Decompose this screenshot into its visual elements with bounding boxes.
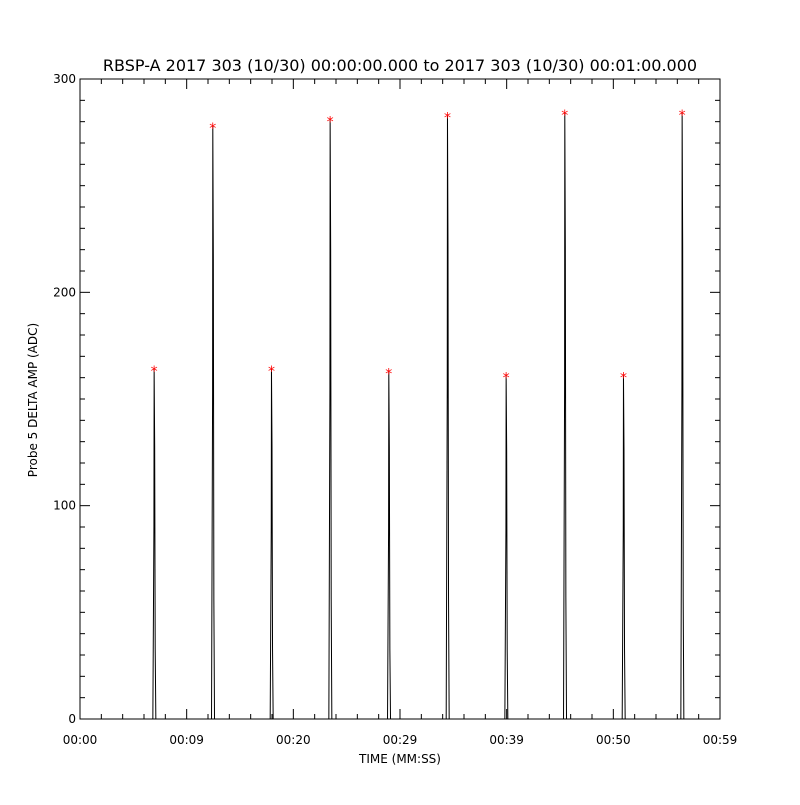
y-axis-label: Probe 5 DELTA AMP (ADC)	[26, 323, 40, 477]
axis-ticks	[79, 78, 721, 720]
peak-marker: *	[503, 371, 510, 387]
peak-marker: *	[561, 108, 568, 124]
x-axis-label: TIME (MM:SS)	[358, 752, 441, 766]
peak-marker: *	[444, 110, 451, 126]
peak-marker: *	[268, 364, 275, 380]
peak-marker: *	[209, 121, 216, 137]
tick-labels: 00:00 00:09 00:20 00:29 00:39 00:50 00:59 0 100 2…	[53, 72, 737, 747]
series-line	[80, 113, 720, 720]
chart-title: RBSP-A 2017 303 (10/30) 00:00:00.000 to …	[103, 56, 697, 75]
y-tick-label: 300	[53, 72, 76, 86]
peak-marker: *	[385, 366, 392, 382]
x-tick-label: 00:59	[703, 733, 738, 747]
peak-marker: *	[620, 371, 627, 387]
peak-marker: *	[679, 108, 686, 124]
x-tick-label: 00:39	[489, 733, 524, 747]
y-tick-label: 100	[53, 499, 76, 513]
y-tick-label: 0	[68, 712, 76, 726]
y-tick-label: 200	[53, 285, 76, 299]
x-tick-label: 00:29	[383, 733, 418, 747]
x-tick-label: 00:50	[596, 733, 631, 747]
x-tick-label: 00:09	[169, 733, 204, 747]
peak-marker: *	[151, 364, 158, 380]
series-group	[80, 113, 720, 720]
peak-markers: * * * * * * * * * *	[151, 108, 686, 386]
x-tick-label: 00:20	[276, 733, 311, 747]
peak-marker: *	[327, 115, 334, 131]
x-tick-label: 00:00	[63, 733, 98, 747]
